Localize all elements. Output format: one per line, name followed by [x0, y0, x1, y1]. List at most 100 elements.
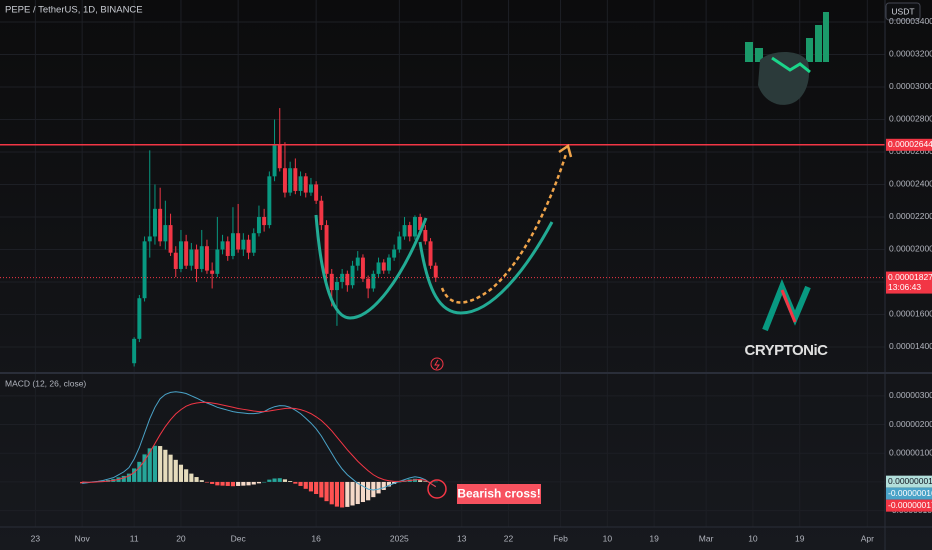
candle-body — [189, 249, 194, 266]
histogram-bar — [345, 481, 350, 507]
candle-body — [314, 184, 319, 201]
grid — [0, 0, 885, 527]
price-label: 0.00002644 — [888, 139, 932, 149]
arrow-head — [558, 143, 573, 158]
candle-body — [267, 176, 272, 226]
x-tick-label: 20 — [176, 533, 186, 543]
x-tick-label: 10 — [603, 533, 613, 543]
logo-zigzag — [780, 289, 797, 323]
event-icon[interactable] — [430, 357, 444, 371]
y-tick-label: 0.00002200 — [889, 211, 932, 221]
candle-body — [376, 262, 381, 274]
candle-body — [158, 208, 163, 242]
logo-bar — [815, 25, 822, 62]
candle-body — [215, 249, 220, 274]
x-tick-label: 22 — [504, 533, 514, 543]
histogram-bar — [282, 479, 288, 482]
candle-body — [168, 225, 173, 253]
histogram-bar — [251, 481, 256, 485]
logo-bar — [745, 42, 753, 62]
histogram-bar — [376, 481, 381, 494]
candle-body — [194, 249, 199, 269]
candle-body — [142, 241, 147, 299]
histogram-bar — [381, 481, 386, 490]
histogram-bar — [241, 481, 246, 486]
histogram-bar — [121, 475, 126, 482]
histogram-bar — [199, 480, 204, 482]
histogram-bar — [178, 464, 184, 482]
y-tick-label: 0.00002600 — [889, 146, 932, 156]
x-tick-label: 16 — [311, 533, 321, 543]
histogram-bar — [267, 479, 272, 482]
candle-body — [433, 265, 438, 278]
candle-body — [277, 145, 282, 169]
value-label-box — [886, 499, 932, 512]
candle-body — [178, 241, 183, 269]
logo-bar — [755, 48, 763, 62]
x-tick-label: 19 — [649, 533, 659, 543]
x-tick-label: Feb — [553, 533, 568, 543]
candle-body — [423, 229, 428, 242]
price-label-box — [886, 271, 932, 294]
x-tick-label: Dec — [231, 533, 247, 543]
drawings — [314, 143, 573, 499]
x-tick-label: 2025 — [390, 533, 409, 543]
histogram-bar — [324, 481, 329, 502]
candle-body — [262, 216, 267, 226]
histogram-bar — [314, 481, 319, 494]
histogram-bar — [204, 481, 210, 483]
candle-body — [220, 241, 225, 250]
histogram-bar — [423, 481, 428, 482]
y-tick-label: 0.00003000 — [889, 81, 932, 91]
y-tick-label: 0.00003200 — [889, 49, 932, 59]
histogram-bar — [433, 481, 438, 483]
axis-labels: 23 Nov 11 20 Dec 16 2025 13 22 Feb 10 19 Mar 10 19 Apr 0… — [31, 16, 932, 543]
price-label: 0.00001827 — [888, 272, 932, 282]
histogram-bar — [126, 473, 132, 482]
histogram-bar — [173, 459, 178, 482]
x-tick-label: Nov — [75, 533, 91, 543]
candle-body — [230, 233, 235, 256]
x-tick-label: 23 — [31, 533, 41, 543]
histogram-bar — [168, 454, 173, 482]
candle-body — [350, 265, 355, 286]
logo-trend — [771, 56, 811, 74]
candle-body — [303, 176, 308, 193]
histogram-bar — [319, 481, 324, 498]
candle-body — [407, 225, 412, 237]
candle-body — [225, 241, 230, 256]
x-tick-label: Mar — [699, 533, 714, 543]
y-tick-label: 0.00002400 — [889, 179, 932, 189]
candle-body — [360, 257, 365, 279]
candle-body — [418, 216, 423, 230]
histogram-bar — [418, 480, 423, 482]
y-tick-label: 0.00001600 — [889, 309, 932, 319]
candle-body — [137, 298, 142, 339]
candle-body — [282, 168, 287, 193]
value-label: -0.00000017 — [888, 500, 932, 510]
marks — [0, 108, 885, 508]
y-tick-label: 0.00000100 — [889, 447, 932, 457]
candle-body — [298, 176, 303, 191]
candle-body — [204, 246, 209, 271]
candle-body — [251, 233, 256, 253]
candle-body — [199, 246, 204, 269]
annotation-box — [457, 484, 541, 504]
candle-body — [334, 281, 339, 291]
histogram-bar — [152, 445, 158, 482]
value-label: 0.00000001 — [888, 476, 932, 486]
currency-button[interactable] — [885, 2, 921, 21]
histogram-bar — [334, 481, 340, 507]
logo-text: CRYPTONiC — [744, 342, 828, 359]
y-tick-label: 0.00003400 — [889, 16, 932, 26]
currency-label: USDT — [891, 6, 914, 16]
candle-body — [324, 225, 329, 274]
y-tick-label: 0.00000200 — [889, 419, 932, 429]
candle-body — [210, 270, 215, 274]
candle-body — [308, 184, 313, 193]
histogram-bar — [355, 481, 360, 505]
candle-body — [147, 236, 152, 242]
countdown-label: 13:06:43 — [888, 282, 921, 292]
x-tick-label: 19 — [795, 533, 805, 543]
